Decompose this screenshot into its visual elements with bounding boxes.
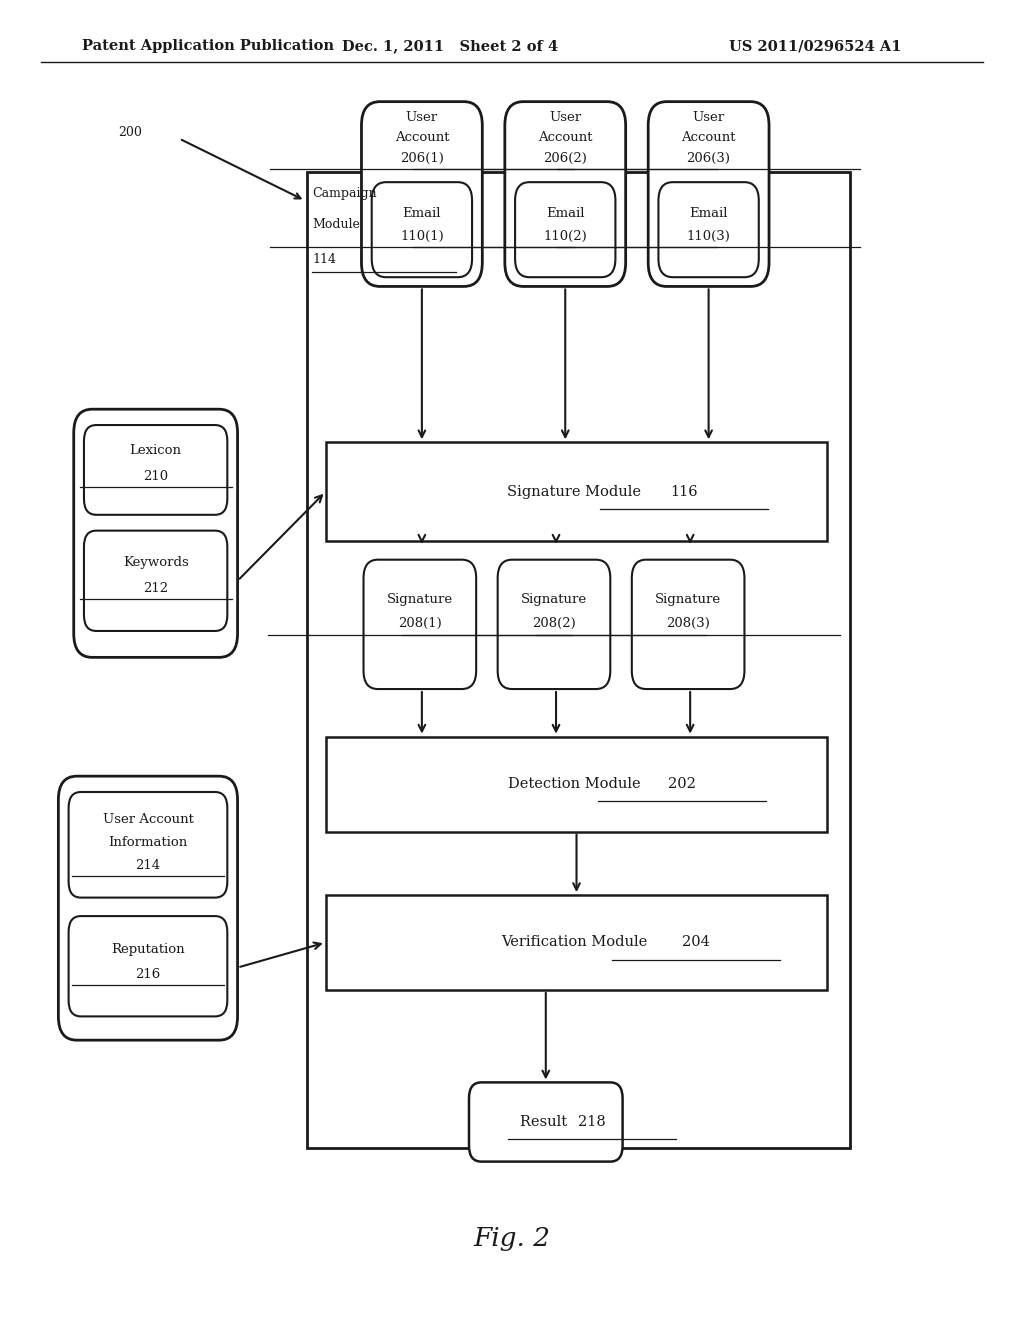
Text: Signature: Signature — [655, 593, 721, 606]
FancyBboxPatch shape — [364, 560, 476, 689]
Bar — [326, 442, 827, 541]
Text: Keywords: Keywords — [123, 556, 188, 569]
Bar — [326, 895, 827, 990]
Text: 200: 200 — [118, 125, 141, 139]
Text: Signature: Signature — [521, 593, 587, 606]
FancyBboxPatch shape — [658, 182, 759, 277]
Text: Lexicon: Lexicon — [130, 444, 181, 457]
Text: 116: 116 — [671, 484, 697, 499]
Text: 202: 202 — [668, 777, 696, 791]
Text: Dec. 1, 2011   Sheet 2 of 4: Dec. 1, 2011 Sheet 2 of 4 — [342, 40, 559, 53]
Text: 206(3): 206(3) — [687, 152, 730, 165]
Text: Module: Module — [312, 218, 360, 231]
FancyBboxPatch shape — [372, 182, 472, 277]
Text: User: User — [549, 111, 582, 124]
Text: Signature: Signature — [387, 593, 453, 606]
Text: 216: 216 — [135, 968, 161, 981]
Text: 212: 212 — [143, 582, 168, 595]
Text: 204: 204 — [682, 936, 711, 949]
Text: Detection Module: Detection Module — [508, 777, 645, 791]
Text: User Account: User Account — [102, 813, 194, 826]
FancyBboxPatch shape — [58, 776, 238, 1040]
FancyBboxPatch shape — [69, 792, 227, 898]
Text: Account: Account — [681, 131, 736, 144]
FancyBboxPatch shape — [515, 182, 615, 277]
Text: 110(1): 110(1) — [400, 230, 443, 243]
Text: Account: Account — [538, 131, 593, 144]
Text: Email: Email — [689, 207, 728, 220]
Text: Signature Module: Signature Module — [507, 484, 646, 499]
Text: US 2011/0296524 A1: US 2011/0296524 A1 — [729, 40, 901, 53]
Text: User: User — [406, 111, 438, 124]
Text: Fig. 2: Fig. 2 — [473, 1226, 551, 1250]
Text: Email: Email — [402, 207, 441, 220]
Text: 208(2): 208(2) — [532, 616, 575, 630]
Text: 110(2): 110(2) — [544, 230, 587, 243]
FancyBboxPatch shape — [632, 560, 744, 689]
FancyBboxPatch shape — [648, 102, 769, 286]
Bar — [307, 172, 850, 1148]
Text: Email: Email — [546, 207, 585, 220]
FancyBboxPatch shape — [69, 916, 227, 1016]
FancyBboxPatch shape — [84, 425, 227, 515]
Text: Account: Account — [394, 131, 450, 144]
FancyBboxPatch shape — [74, 409, 238, 657]
Text: 114: 114 — [312, 253, 336, 267]
Text: Campaign: Campaign — [312, 187, 377, 201]
FancyBboxPatch shape — [498, 560, 610, 689]
Text: Result: Result — [520, 1115, 571, 1129]
Text: Information: Information — [109, 836, 187, 849]
Text: User: User — [692, 111, 725, 124]
FancyBboxPatch shape — [84, 531, 227, 631]
Text: 218: 218 — [578, 1115, 606, 1129]
Text: 208(1): 208(1) — [398, 616, 441, 630]
Text: 110(3): 110(3) — [687, 230, 730, 243]
FancyBboxPatch shape — [361, 102, 482, 286]
Bar — [326, 737, 827, 832]
Text: Reputation: Reputation — [112, 942, 184, 956]
Text: Patent Application Publication: Patent Application Publication — [82, 40, 334, 53]
Text: 208(3): 208(3) — [667, 616, 710, 630]
Text: 210: 210 — [143, 470, 168, 483]
Text: Verification Module: Verification Module — [501, 936, 652, 949]
FancyBboxPatch shape — [469, 1082, 623, 1162]
FancyBboxPatch shape — [505, 102, 626, 286]
Text: 206(2): 206(2) — [544, 152, 587, 165]
Text: 214: 214 — [135, 859, 161, 873]
Text: 206(1): 206(1) — [400, 152, 443, 165]
